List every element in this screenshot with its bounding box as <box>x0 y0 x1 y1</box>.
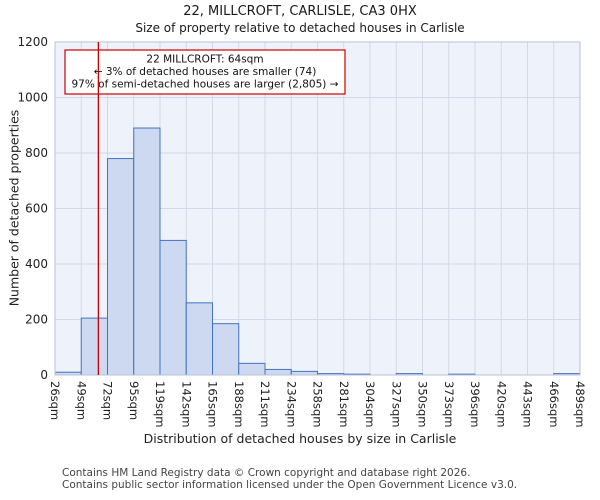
y-tick-label: 400 <box>25 257 48 271</box>
y-tick-label: 600 <box>25 202 48 216</box>
histogram-bar <box>290 370 318 376</box>
y-tick-label: 800 <box>25 146 48 160</box>
chart-title: 22, MILLCROFT, CARLISLE, CA3 0HX <box>183 4 417 19</box>
x-tick-label: 443sqm <box>521 381 535 427</box>
plot-border <box>54 41 581 376</box>
x-tick-label: 304sqm <box>363 381 377 427</box>
x-tick-label: 466sqm <box>547 381 561 427</box>
x-tick-label: 119sqm <box>153 381 167 427</box>
y-tick-label: 200 <box>25 313 48 327</box>
histogram-bar <box>107 158 135 376</box>
annotation-line: ← 3% of detached houses are smaller (74) <box>94 66 317 78</box>
histogram-bar <box>159 239 187 376</box>
x-tick-label: 281sqm <box>337 381 351 427</box>
histogram-bar <box>80 317 108 376</box>
x-tick-label: 234sqm <box>284 381 298 427</box>
histogram-bar <box>212 323 240 376</box>
histogram-bar <box>133 127 161 376</box>
chart-subtitle: Size of property relative to detached ho… <box>135 21 465 35</box>
x-tick-label: 95sqm <box>127 381 141 420</box>
annotation-box <box>64 49 346 95</box>
x-tick-label: 188sqm <box>232 381 246 427</box>
footer-attribution-line1: Contains HM Land Registry data © Crown c… <box>62 467 471 479</box>
x-tick-label: 489sqm <box>573 381 587 427</box>
y-tick-label: 0 <box>40 368 48 382</box>
x-tick-label: 72sqm <box>101 381 115 420</box>
footer-attribution-line2: Contains public sector information licen… <box>62 479 518 491</box>
x-tick-label: 350sqm <box>416 381 430 427</box>
x-tick-label: 258sqm <box>311 381 325 427</box>
x-tick-label: 327sqm <box>389 381 403 427</box>
x-tick-label: 420sqm <box>494 381 508 427</box>
x-axis-title: Distribution of detached houses by size … <box>143 431 457 446</box>
y-tick-label: 1000 <box>17 91 48 105</box>
x-tick-label: 142sqm <box>179 381 193 427</box>
x-tick-label: 211sqm <box>258 381 272 427</box>
y-tick-label: 1200 <box>17 35 48 49</box>
annotation-line: 22 MILLCROFT: 64sqm <box>146 54 263 66</box>
histogram-bar <box>185 302 213 376</box>
histogram-bar <box>238 362 266 376</box>
x-tick-label: 396sqm <box>468 381 482 427</box>
x-tick-label: 165sqm <box>206 381 220 427</box>
x-tick-label: 26sqm <box>48 381 62 420</box>
x-tick-label: 373sqm <box>442 381 456 427</box>
histogram-bar <box>264 368 292 376</box>
annotation-line: 97% of semi-detached houses are larger (… <box>71 79 338 91</box>
x-tick-label: 49sqm <box>74 381 88 420</box>
